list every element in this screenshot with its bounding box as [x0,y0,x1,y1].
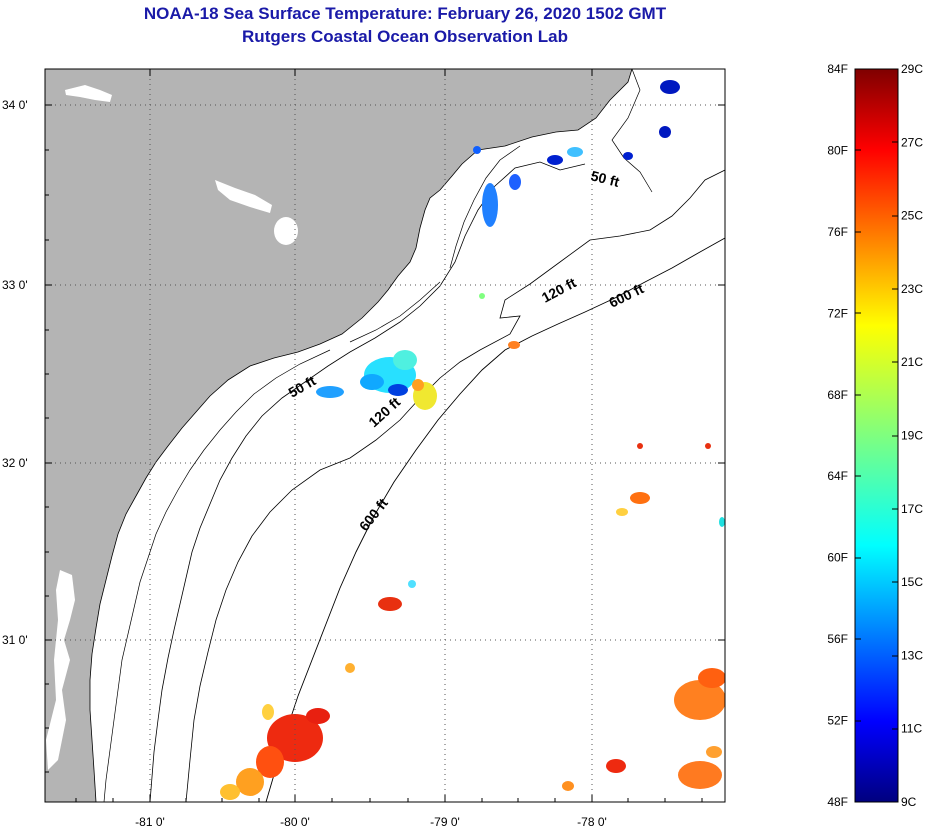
land-mass [45,69,633,802]
lon-label-79: -79 0' [430,815,460,829]
colorbar [854,68,899,803]
lon-label-80: -80 0' [280,815,310,829]
colorbar-c-label: 9C [901,795,917,809]
colorbar-f-label: 76F [827,225,848,239]
colorbar-f-label: 72F [827,306,848,320]
map-title: NOAA-18 Sea Surface Temperature: Februar… [143,4,667,23]
colorbar-f-label: 68F [827,388,848,402]
lat-label-31: 31 0' [2,633,28,647]
lon-label-78: -78 0' [577,815,607,829]
colorbar-c-label: 27C [901,135,923,149]
colorbar-c-label: 17C [901,502,923,516]
colorbar-f-label: 60F [827,551,848,565]
lat-label-34: 34 0' [2,98,28,112]
colorbar-c-label: 23C [901,282,923,296]
map-frame [44,68,726,803]
colorbar-f-label: 84F [827,62,848,76]
colorbar-c-label: 11C [901,722,922,736]
lat-label-32: 32 0' [2,456,28,470]
map-subtitle: Rutgers Coastal Ocean Observation Lab [242,27,568,46]
colorbar-c-label: 13C [901,648,923,662]
colorbar-f-labels: 84F 80F 76F 72F 68F 64F 60F 56F 52F 48F [827,62,848,809]
lat-label-33: 33 0' [2,278,28,292]
grid-lines [45,69,725,802]
colorbar-f-label: 80F [827,143,848,157]
contour-600ft [265,237,725,802]
map-ticks [45,69,725,802]
colorbar-f-label: 52F [827,714,848,728]
sst-data-patches [220,80,725,800]
contour-label-50ft-north: 50 ft [589,167,621,190]
colorbar-c-label: 21C [901,355,923,369]
colorbar-c-label: 19C [901,429,923,443]
colorbar-c-label: 15C [901,575,923,589]
colorbar-c-label: 25C [901,209,923,223]
colorbar-f-label: 64F [827,469,848,483]
contour-50ft [149,161,586,802]
colorbar-f-label: 48F [827,795,848,809]
inland-lakes [46,85,298,770]
colorbar-ticks [855,141,898,730]
lon-label-81: -81 0' [135,815,165,829]
colorbar-c-label: 29C [901,62,923,76]
colorbar-c-labels: 29C 27C 25C 23C 21C 19C 17C 15C 13C 11C 9C [901,62,923,809]
inner-coast-line [103,69,653,802]
colorbar-f-label: 56F [827,632,848,646]
